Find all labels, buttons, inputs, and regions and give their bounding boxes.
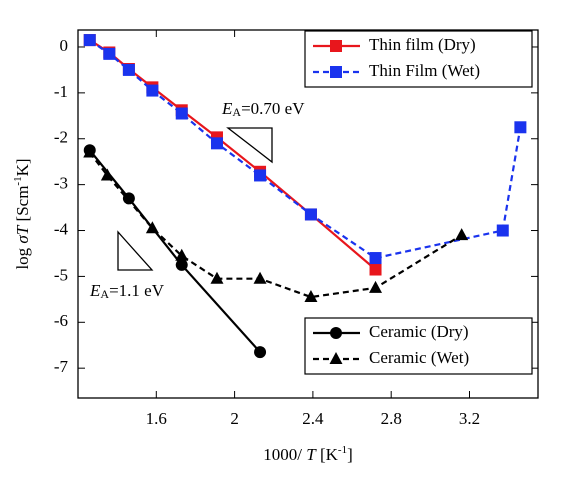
annotation-part: =0.70 eV [241, 99, 305, 118]
marker [175, 248, 189, 261]
y-tick-label: -6 [54, 311, 68, 330]
annotation: EA=0.70 eV [221, 99, 305, 119]
x-tick-label: 1.6 [146, 409, 167, 428]
marker [146, 84, 159, 97]
y-axis-label: log σT [Scm-1K] [12, 158, 32, 269]
plot-frame [77, 29, 539, 399]
marker [253, 271, 267, 284]
annotation: EA=1.1 eV [89, 281, 165, 301]
series-line [88, 151, 463, 299]
marker [175, 258, 188, 271]
label-part: σT [13, 224, 32, 243]
marker [496, 224, 509, 237]
x-tick-label: 2 [230, 409, 239, 428]
marker [369, 252, 382, 265]
marker [329, 352, 343, 364]
marker [100, 168, 114, 181]
label-part: [Scm [13, 186, 32, 226]
label-part: 1000/ [263, 445, 306, 464]
y-tick-label: -1 [54, 82, 68, 101]
y-tick-label: -3 [54, 174, 68, 193]
y-tick-label: -7 [54, 357, 69, 376]
annotation-part: A [232, 105, 241, 119]
x-tick-label: 2.4 [302, 409, 324, 428]
marker [83, 34, 96, 47]
label-part: ] [347, 445, 353, 464]
y-tick-label: -2 [54, 128, 68, 147]
marker [330, 327, 342, 339]
annotation-part: E [89, 281, 101, 300]
annotation-part: E [221, 99, 233, 118]
marker [210, 137, 223, 150]
marker [145, 221, 159, 234]
marker [254, 346, 267, 359]
marker [304, 290, 318, 303]
marker [175, 107, 188, 120]
y-tick-label: 0 [60, 36, 69, 55]
legend-label: Ceramic (Dry) [369, 322, 469, 341]
marker [103, 47, 116, 60]
legend-label: Thin Film (Wet) [369, 61, 480, 80]
slope-triangle [226, 127, 273, 164]
marker [122, 192, 135, 205]
annotation-part: A [100, 287, 109, 301]
marker [330, 40, 342, 52]
marker [369, 280, 383, 293]
slope-triangle [117, 230, 154, 271]
legend-label: Ceramic (Wet) [369, 348, 469, 367]
marker [369, 263, 382, 276]
y-tick-label: -5 [54, 265, 68, 284]
x-tick-label: 2.8 [381, 409, 402, 428]
label-part: -1 [338, 444, 347, 456]
label-part: K] [13, 158, 32, 176]
label-part: -1 [12, 176, 24, 185]
label-part: log [13, 244, 32, 270]
annotation-part: =1.1 eV [109, 281, 165, 300]
legend-box [304, 317, 533, 375]
y-tick-label: -4 [54, 219, 69, 238]
marker [254, 169, 267, 182]
x-axis-label: 1000/ T [K-1] [263, 444, 353, 464]
marker [455, 228, 469, 241]
series-line [88, 149, 261, 353]
legend-label: Thin film (Dry) [369, 35, 476, 54]
x-tick-label: 3.2 [459, 409, 480, 428]
marker [122, 63, 135, 76]
marker [514, 121, 527, 134]
marker [83, 145, 97, 158]
marker [304, 208, 317, 221]
marker [210, 271, 224, 284]
marker [330, 66, 342, 78]
label-part: T [306, 445, 317, 464]
legend-box [304, 30, 533, 88]
label-part: [K [316, 445, 339, 464]
